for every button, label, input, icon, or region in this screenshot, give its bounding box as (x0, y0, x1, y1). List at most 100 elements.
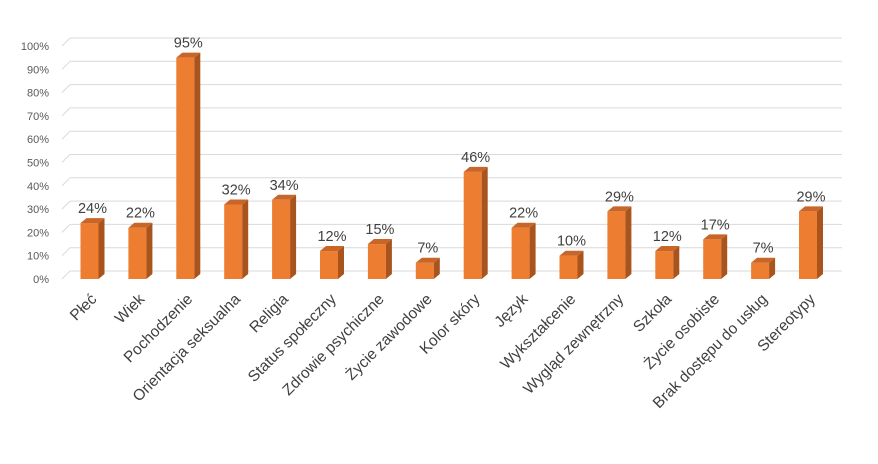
y-tick-label: 50% (27, 158, 49, 170)
bar-top (128, 222, 153, 228)
bars (80, 52, 823, 280)
bar-side (385, 239, 392, 279)
y-tick-label: 90% (27, 64, 49, 76)
bar-front (80, 223, 99, 279)
data-label: 12% (317, 229, 346, 245)
y-tick-label: 0% (33, 274, 49, 286)
bar (80, 218, 105, 279)
gridline-depth (61, 130, 71, 140)
data-label: 95% (174, 36, 203, 52)
bar-top (415, 257, 440, 263)
bar-front (224, 204, 243, 279)
bar-top (703, 234, 728, 240)
y-tick-label: 60% (27, 134, 49, 146)
bar-front (128, 227, 147, 279)
data-label: 22% (509, 206, 538, 222)
data-label: 46% (461, 150, 490, 166)
bar-side (673, 246, 680, 279)
bar-top (511, 222, 536, 228)
x-tick-label: Płeć (67, 291, 101, 325)
bar-side (194, 52, 201, 280)
bar-side (338, 246, 344, 279)
bar-top (80, 218, 105, 224)
bar (272, 194, 297, 279)
data-label: 17% (701, 217, 730, 233)
bar-top (367, 239, 392, 245)
x-tick-label: Status społeczny (245, 291, 340, 386)
bar (463, 166, 488, 279)
x-tick-label: Życie zawodowe (342, 290, 436, 384)
bar-front (463, 171, 482, 279)
data-label: 24% (78, 201, 107, 217)
bar-top (655, 246, 680, 252)
bar-top (272, 194, 297, 200)
bar (320, 246, 344, 279)
gridline-depth (61, 84, 71, 93)
bar (607, 206, 632, 279)
gridline-depth (61, 200, 71, 210)
bar-front (511, 227, 530, 279)
bar-top (559, 250, 584, 256)
bar-top (607, 206, 632, 212)
bar (224, 199, 249, 279)
bar-side (290, 194, 297, 279)
data-label: 12% (653, 229, 682, 245)
bar-top (320, 246, 344, 252)
gridline-depth (61, 107, 71, 117)
bar-top (463, 166, 488, 172)
bar-front (559, 255, 578, 279)
bar (655, 246, 680, 279)
data-label: 29% (605, 189, 634, 205)
gridline-depth (61, 270, 71, 280)
bar (176, 52, 201, 280)
bar-front (320, 251, 338, 279)
bar-side (577, 250, 584, 279)
gridline-depth (61, 177, 71, 187)
bar (799, 206, 823, 279)
x-tick-label: Religia (246, 291, 292, 337)
gridline-depth (61, 224, 71, 233)
bar (415, 257, 440, 279)
bar (128, 222, 153, 279)
bar-front (799, 211, 817, 279)
bar-front (751, 262, 770, 279)
bar-front (272, 199, 291, 279)
bar-side (817, 206, 823, 279)
bar (559, 250, 584, 279)
y-tick-label: 20% (27, 227, 49, 239)
bar-side (98, 218, 105, 279)
gridline-depth (61, 60, 71, 70)
bar-front (415, 262, 434, 279)
bar (367, 239, 392, 279)
bar-side (146, 222, 153, 279)
bar-top (224, 199, 249, 205)
y-tick-label: 40% (27, 181, 49, 193)
bar-side (625, 206, 632, 279)
bar-side (769, 257, 776, 279)
bar-top (176, 52, 201, 58)
bar-side (529, 222, 536, 279)
y-tick-label: 70% (27, 111, 49, 123)
data-label: 22% (126, 206, 155, 222)
bar-side (433, 257, 440, 279)
data-label: 7% (417, 241, 438, 257)
bar-front (367, 244, 386, 279)
x-tick-label: Szkoła (630, 291, 675, 336)
bar-front (703, 239, 722, 279)
bar-side (481, 166, 488, 279)
gridline-depth (61, 247, 71, 257)
bar-side (242, 199, 249, 279)
bar-front (655, 251, 674, 279)
gridline-depth (61, 37, 71, 47)
x-tick-label: Język (491, 291, 531, 331)
y-tick-label: 30% (27, 204, 49, 216)
data-label: 34% (270, 178, 299, 194)
bar (751, 257, 776, 279)
data-label: 29% (796, 189, 825, 205)
bar (703, 234, 728, 279)
bar-top (751, 257, 776, 263)
y-tick-label: 10% (27, 251, 49, 263)
